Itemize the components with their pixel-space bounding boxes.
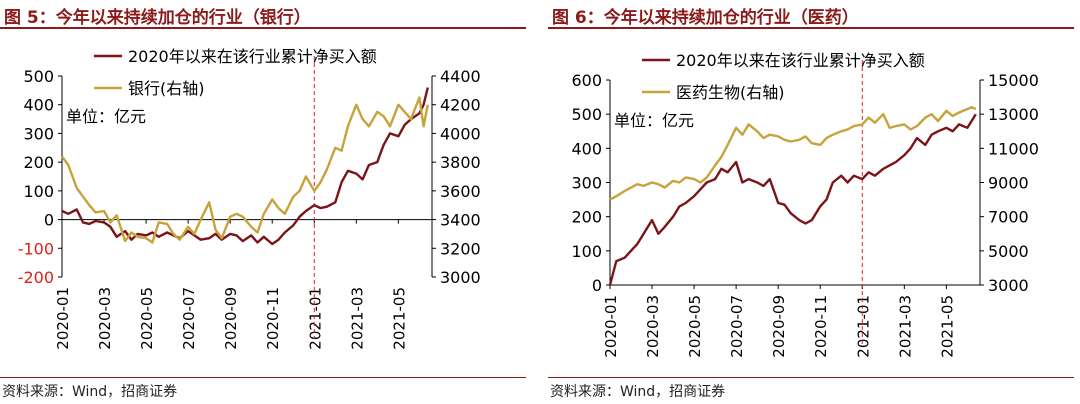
y-tick-label-right: 3800: [440, 153, 481, 172]
y-tick-label-left: 400: [571, 139, 602, 158]
y-tick-label-right: 7000: [988, 208, 1029, 227]
y-tick-label-right: 4000: [440, 124, 481, 143]
x-tick-label: 2021-03: [896, 295, 914, 358]
x-tick-label: 2020-01: [602, 295, 620, 358]
bottom-rule: [0, 377, 526, 378]
y-tick-label-left: 500: [571, 105, 602, 124]
y-tick-label-right: 11000: [988, 139, 1039, 158]
title-rule: [0, 27, 526, 29]
y-tick-label-left: 0: [592, 276, 602, 295]
y-tick-label-right: 3000: [440, 268, 481, 287]
y-tick-label-right: 9000: [988, 174, 1029, 193]
y-tick-label-right: 3200: [440, 239, 481, 258]
x-tick-label: 2021-05: [938, 295, 956, 358]
y-tick-label-left: 200: [571, 208, 602, 227]
series-line-net-buy: [608, 113, 977, 286]
source-note: 资料来源：Wind，招商证券: [550, 384, 726, 400]
x-tick-label: 2020-03: [96, 287, 114, 350]
series-line-index: [609, 106, 977, 201]
legend-label: 医药生物(右轴): [676, 83, 785, 102]
y-tick-label-left: 500: [23, 67, 54, 86]
chart-panel-pharma: 图 6：今年以来持续加仓的行业（医药） 0 100 200 300 400 500 600 3…: [548, 0, 1080, 404]
x-tick-label: 2020-03: [644, 295, 662, 358]
x-tick-label: 2021-03: [348, 287, 366, 350]
y-tick-label-right: 15000: [988, 71, 1039, 90]
y-tick-label-right: 4200: [440, 96, 481, 115]
x-tick-label: 2020-09: [770, 295, 788, 358]
unit-label: 单位：亿元: [614, 111, 694, 130]
x-tick-label: 2020-11: [264, 287, 282, 350]
y-tick-label-left: 300: [571, 174, 602, 193]
x-tick-label: 2021-01: [306, 287, 324, 350]
chart-panel-bank: 图 5：今年以来持续加仓的行业（银行） -200 -100 0 100 200 300 40…: [0, 0, 532, 404]
y-tick-label-right: 3000: [988, 276, 1029, 295]
y-tick-label-right: 5000: [988, 242, 1029, 261]
x-tick-label: 2021-05: [390, 287, 408, 350]
y-tick-label-left: 200: [23, 153, 54, 172]
x-tick-label: 2020-07: [180, 287, 198, 350]
bottom-rule: [548, 377, 1074, 378]
y-tick-label-left: 400: [23, 96, 54, 115]
y-tick-label-right: 3400: [440, 211, 481, 230]
figure-title: 图 6：今年以来持续加仓的行业（医药）: [552, 8, 859, 28]
chart-bank: -200 -100 0 100 200 300 400 500 3000 3200 3400 3600…: [18, 47, 481, 350]
y-tick-label-left: 0: [44, 211, 54, 230]
unit-label: 单位：亿元: [66, 107, 146, 126]
x-tick-label: 2020-09: [222, 287, 240, 350]
x-tick-label: 2020-05: [686, 295, 704, 358]
source-note: 资料来源：Wind，招商证券: [2, 384, 178, 400]
x-tick-label: 2020-11: [812, 295, 830, 358]
title-rule: [548, 27, 1074, 29]
chart-pharma: 0 100 200 300 400 500 600 3000 5000 7000 9000 11000…: [571, 51, 1039, 358]
figure-title: 图 5：今年以来持续加仓的行业（银行）: [4, 8, 311, 28]
y-tick-label-right: 13000: [988, 105, 1039, 124]
y-tick-label-left: 100: [571, 242, 602, 261]
x-tick-label: 2020-07: [728, 295, 746, 358]
y-tick-label-left: -200: [18, 268, 54, 287]
y-tick-label-right: 3600: [440, 182, 481, 201]
series-line-net-buy: [61, 87, 429, 246]
legend-label: 2020年以来在该行业累计净买入额: [128, 47, 377, 66]
y-tick-label-left: -100: [18, 239, 54, 258]
y-tick-label-left: 300: [23, 124, 54, 143]
y-tick-label-left: 100: [23, 182, 54, 201]
y-tick-label-left: 600: [571, 71, 602, 90]
legend-label: 2020年以来在该行业累计净买入额: [676, 51, 925, 70]
x-tick-label: 2021-01: [854, 295, 872, 358]
legend-label: 银行(右轴): [128, 79, 205, 98]
y-tick-label-right: 4400: [440, 67, 481, 86]
series-line-index: [61, 96, 429, 244]
x-tick-label: 2020-05: [138, 287, 156, 350]
x-tick-label: 2020-01: [54, 287, 72, 350]
